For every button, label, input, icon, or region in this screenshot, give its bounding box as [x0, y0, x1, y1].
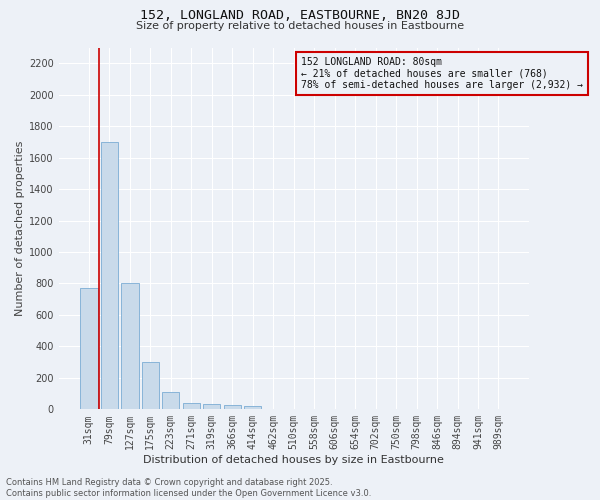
Bar: [244, 406, 262, 409]
Text: Size of property relative to detached houses in Eastbourne: Size of property relative to detached ho…: [136, 21, 464, 31]
Text: 152 LONGLAND ROAD: 80sqm
← 21% of detached houses are smaller (768)
78% of semi-: 152 LONGLAND ROAD: 80sqm ← 21% of detach…: [301, 56, 583, 90]
Bar: [182, 403, 200, 409]
Bar: [142, 362, 159, 410]
Text: 152, LONGLAND ROAD, EASTBOURNE, BN20 8JD: 152, LONGLAND ROAD, EASTBOURNE, BN20 8JD: [140, 9, 460, 22]
X-axis label: Distribution of detached houses by size in Eastbourne: Distribution of detached houses by size …: [143, 455, 444, 465]
Bar: [121, 284, 139, 410]
Bar: [162, 392, 179, 409]
Y-axis label: Number of detached properties: Number of detached properties: [15, 140, 25, 316]
Bar: [224, 404, 241, 409]
Text: Contains HM Land Registry data © Crown copyright and database right 2025.
Contai: Contains HM Land Registry data © Crown c…: [6, 478, 371, 498]
Bar: [101, 142, 118, 409]
Bar: [203, 404, 220, 409]
Bar: [80, 288, 98, 410]
